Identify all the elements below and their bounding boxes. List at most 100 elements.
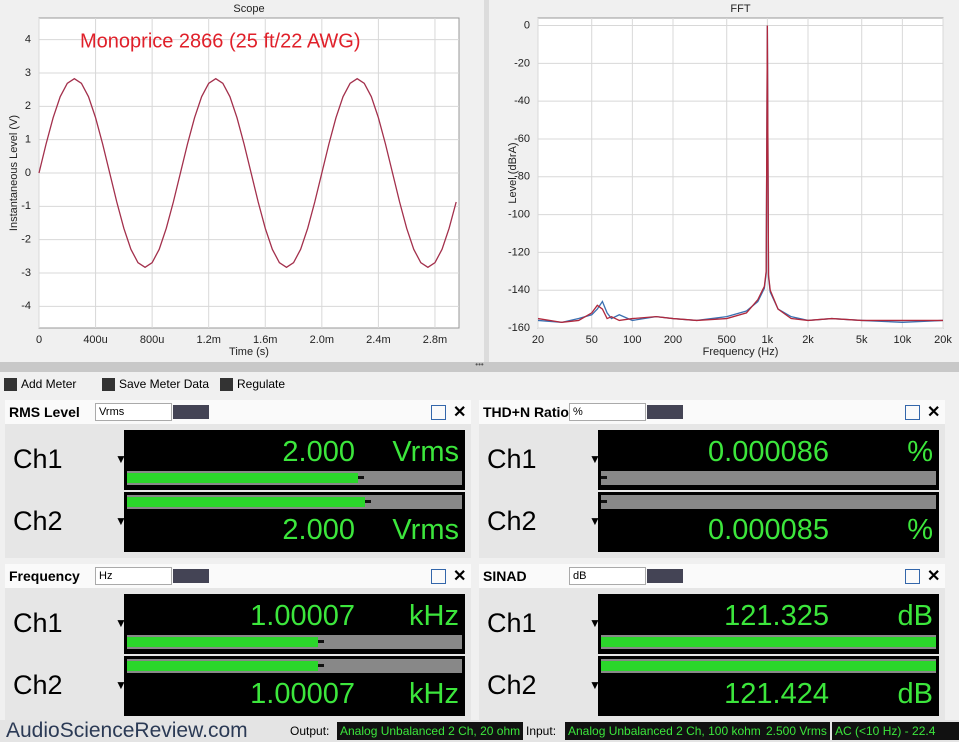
x-tick-label: 400u [83, 334, 107, 346]
status-bandwidth: AC (<10 Hz) - 22.4 kHz [832, 722, 959, 740]
toolbar-button[interactable]: Regulate [220, 372, 285, 396]
popout-icon[interactable] [431, 569, 446, 584]
x-tick-label: 2.4m [366, 334, 390, 346]
channel-dropdown[interactable]: ▼ [589, 616, 601, 630]
close-button[interactable]: ✕ [927, 568, 941, 585]
channel-label: Ch2 [13, 670, 63, 700]
x-tick-label: 2.8m [423, 334, 447, 346]
meter-value: 1.00007 [250, 678, 355, 710]
channel-dropdown[interactable]: ▼ [589, 514, 601, 528]
graph-title: Scope [233, 3, 264, 15]
channel-row: Ch1 ▼ 2.000 Vrms [5, 430, 471, 490]
settings-icon[interactable] [647, 405, 683, 419]
settings-icon[interactable] [173, 569, 209, 583]
y-tick-label: -3 [21, 267, 31, 279]
popout-icon[interactable] [905, 405, 920, 420]
unit-select[interactable]: Vrms [95, 403, 172, 421]
channel-dropdown[interactable]: ▼ [115, 514, 127, 528]
channel-dropdown[interactable]: ▼ [589, 678, 601, 692]
y-tick-label: -40 [514, 95, 530, 107]
meter-display: 1.00007 kHz [124, 594, 465, 654]
y-tick-label: -100 [508, 208, 530, 220]
splitter[interactable]: ••• [0, 361, 959, 372]
x-tick-label: 10k [893, 334, 911, 346]
level-fill [127, 637, 318, 647]
channel-label: Ch1 [13, 444, 63, 474]
button-icon [102, 377, 115, 391]
meter-header: Frequency Hz ✕ [5, 564, 471, 588]
channel-label: Ch2 [13, 506, 63, 536]
channel-dropdown[interactable]: ▼ [115, 452, 127, 466]
channel-dropdown[interactable]: ▼ [589, 452, 601, 466]
toolbar-button[interactable]: Save Meter Data [102, 372, 209, 396]
popout-icon[interactable] [905, 569, 920, 584]
meter-title: SINAD [483, 568, 527, 584]
channel-label: Ch1 [487, 444, 537, 474]
meter-panel: THD+N Ratio% ✕ Ch1 ▼ 0.000086% Ch2 ▼ 0.000085% [479, 400, 945, 558]
meter-unit: dB [897, 600, 933, 632]
meter-display: 2.000 Vrms [124, 430, 465, 490]
meter-display: 0.000085% [598, 492, 939, 552]
status-output: Analog Unbalanced 2 Ch, 20 ohm [337, 722, 524, 740]
button-label: Regulate [237, 377, 286, 391]
close-button[interactable]: ✕ [927, 404, 941, 421]
unit-select[interactable]: dB [569, 567, 646, 585]
x-tick-label: 2.0m [310, 334, 334, 346]
level-fill [127, 473, 359, 483]
y-axis-label: Level (dBrA) [507, 142, 519, 203]
meter-value: 121.325 [724, 600, 829, 632]
meter-unit: Vrms [392, 514, 459, 546]
y-tick-label: 4 [25, 34, 31, 46]
graph-title: FFT [730, 3, 750, 15]
x-tick-label: 1k [762, 334, 774, 346]
meter-title: Frequency [9, 568, 80, 584]
status-level: 2.500 Vrms [763, 722, 830, 740]
scope-graph: Scope 4 3 2 1 0 -1 -2 -3 -4 0 400u 800u 1.2m 1.6m 2.0m 2… [0, 0, 484, 362]
channel-dropdown[interactable]: ▼ [115, 678, 127, 692]
meter-value: 2.000 [282, 436, 355, 468]
channel-label: Ch1 [13, 608, 63, 638]
level-bar [601, 635, 936, 649]
y-tick-label: -20 [514, 57, 530, 69]
toolbar-button[interactable]: Add Meter [4, 372, 76, 396]
y-tick-label: -140 [508, 284, 530, 296]
x-tick-label: 20k [934, 334, 952, 346]
y-tick-label: 1 [25, 134, 31, 146]
meter-header: SINAD dB ✕ [479, 564, 945, 588]
x-tick-label: 100 [623, 334, 641, 346]
channel-row: Ch1 ▼ 121.325 dB [479, 594, 945, 654]
channel-row: Ch2 ▼ 121.424 dB [479, 656, 945, 716]
meter-display: 1.00007 kHz [124, 656, 465, 716]
meter-display: 2.000 Vrms [124, 492, 465, 552]
unit-select[interactable]: Hz [95, 567, 172, 585]
x-tick-label: 50 [586, 334, 598, 346]
x-tick-label: 2k [802, 334, 814, 346]
level-peak [317, 664, 324, 667]
x-axis-label: Frequency (Hz) [703, 346, 779, 358]
level-bar [601, 659, 936, 673]
trace [38, 77, 457, 269]
settings-icon[interactable] [173, 405, 209, 419]
level-peak [364, 500, 371, 503]
settings-icon[interactable] [647, 569, 683, 583]
meter-unit: Vrms [392, 436, 459, 468]
unit-select[interactable]: % [569, 403, 646, 421]
close-button[interactable]: ✕ [453, 404, 467, 421]
meter-unit: dB [897, 678, 933, 710]
meter-value: 121.424 [724, 678, 829, 710]
meter-display: 121.325 dB [598, 594, 939, 654]
channel-dropdown[interactable]: ▼ [115, 616, 127, 630]
y-axis-label: Instantaneous Level (V) [8, 115, 20, 231]
x-tick-label: 5k [856, 334, 868, 346]
close-button[interactable]: ✕ [453, 568, 467, 585]
y-tick-label: -160 [508, 322, 530, 334]
y-tick-label: 2 [25, 100, 31, 112]
meter-unit: % [907, 514, 933, 546]
level-bar [601, 495, 936, 509]
y-tick-label: -4 [21, 300, 31, 312]
meter-unit: kHz [409, 678, 459, 710]
y-tick-label: -1 [21, 200, 31, 212]
level-bar [127, 495, 462, 509]
popout-icon[interactable] [431, 405, 446, 420]
